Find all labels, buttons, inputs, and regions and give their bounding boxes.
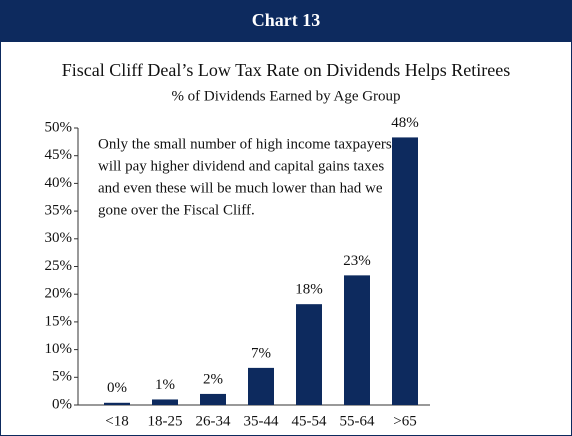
x-tick-label: 18-25 (148, 413, 183, 429)
x-tick-label: 45-54 (292, 413, 327, 429)
annotation: Only the small number of high income tax… (98, 136, 392, 152)
data-label: 2% (203, 371, 223, 387)
data-label: 0% (107, 380, 127, 396)
bar (296, 304, 322, 405)
bar (344, 275, 370, 405)
y-tick-label: 20% (45, 286, 73, 302)
x-tick-label: >65 (393, 413, 416, 429)
annotation: will pay higher dividend and capital gai… (98, 158, 384, 174)
data-label: 1% (155, 377, 175, 393)
x-tick-label: 35-44 (244, 413, 279, 429)
y-tick-label: 15% (45, 313, 73, 329)
chart-title: Fiscal Cliff Deal’s Low Tax Rate on Divi… (62, 60, 511, 80)
bar (248, 367, 274, 405)
chart-subtitle: % of Dividends Earned by Age Group (171, 88, 400, 104)
y-tick-label: 30% (45, 230, 73, 246)
y-tick-label: 10% (45, 341, 73, 357)
y-tick-label: 0% (52, 396, 72, 412)
y-tick-label: 40% (45, 175, 73, 191)
header-bar (0, 0, 572, 42)
data-label: 18% (295, 282, 323, 298)
data-label: 48% (391, 115, 419, 131)
data-label: 7% (251, 345, 271, 361)
header: Chart 13 (252, 10, 321, 30)
bar (392, 137, 418, 405)
bar (104, 402, 130, 405)
x-tick-label: <18 (105, 413, 128, 429)
y-tick-label: 50% (45, 119, 73, 135)
y-tick-label: 25% (45, 258, 73, 274)
y-tick-label: 35% (45, 203, 73, 219)
bar (152, 399, 178, 405)
x-tick-label: 55-64 (340, 413, 375, 429)
bar (200, 393, 226, 405)
data-label: 23% (343, 253, 371, 269)
annotation: and even these will be much lower than h… (98, 180, 383, 196)
y-tick-label: 45% (45, 147, 73, 163)
y-tick-label: 5% (52, 369, 72, 385)
x-tick-label: 26-34 (196, 413, 231, 429)
annotation: gone over the Fiscal Cliff. (98, 202, 255, 218)
